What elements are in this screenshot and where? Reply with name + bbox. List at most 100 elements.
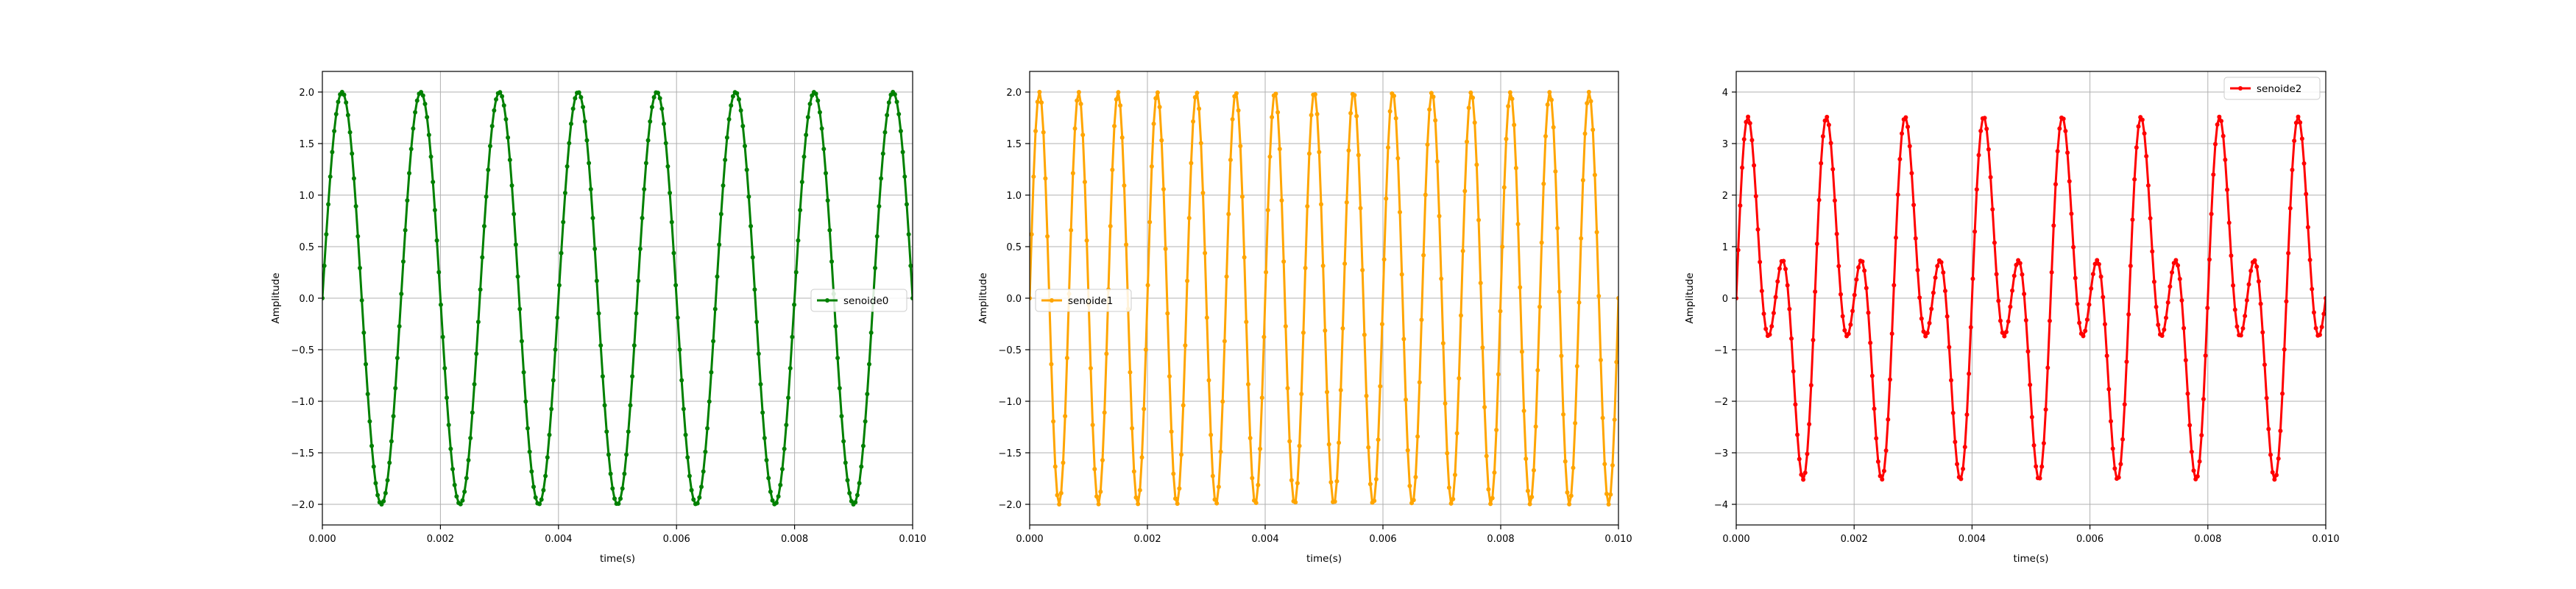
data-point xyxy=(2307,258,2313,263)
data-point xyxy=(2004,329,2009,334)
data-point xyxy=(776,494,781,499)
data-point xyxy=(677,347,682,352)
data-point xyxy=(2165,300,2170,305)
data-point xyxy=(886,100,891,105)
data-point xyxy=(2022,292,2027,297)
data-point xyxy=(1555,225,1560,230)
data-point xyxy=(1573,420,1578,426)
data-point xyxy=(1317,149,1322,155)
data-point xyxy=(786,395,791,401)
data-point xyxy=(2084,317,2090,322)
data-point xyxy=(1814,241,1819,247)
data-point xyxy=(1533,424,1538,429)
data-point xyxy=(1376,437,1381,442)
data-point xyxy=(1423,192,1428,197)
data-point xyxy=(1279,198,1284,203)
data-point xyxy=(866,361,871,367)
data-point xyxy=(1506,104,1511,109)
data-point xyxy=(1191,119,1196,124)
data-point xyxy=(1163,246,1168,251)
data-point xyxy=(322,296,325,300)
data-point xyxy=(1405,448,1410,453)
data-point xyxy=(470,410,475,415)
data-point xyxy=(1157,105,1162,110)
data-point xyxy=(425,115,430,120)
data-point xyxy=(1387,109,1393,114)
data-point xyxy=(567,141,572,146)
data-point xyxy=(1958,476,1964,482)
data-point xyxy=(1880,477,1885,482)
data-point xyxy=(2087,302,2092,307)
data-point xyxy=(715,274,720,279)
data-point xyxy=(1736,247,1741,253)
data-point xyxy=(1142,406,1147,412)
data-point xyxy=(649,105,654,110)
data-point xyxy=(892,92,897,97)
data-point xyxy=(2073,275,2078,281)
data-point xyxy=(1153,96,1158,101)
data-point xyxy=(2311,310,2316,315)
data-point xyxy=(357,265,362,270)
data-point xyxy=(2144,154,2149,159)
data-point xyxy=(1425,142,1430,147)
data-point xyxy=(1094,494,1099,499)
data-point xyxy=(1903,115,1908,120)
data-point xyxy=(724,135,729,140)
data-point xyxy=(1906,124,1911,130)
data-point xyxy=(1172,496,1178,501)
data-point xyxy=(570,106,576,111)
data-point xyxy=(2212,141,2218,147)
x-tick-label: 0.010 xyxy=(899,534,926,545)
data-point xyxy=(1791,369,1796,374)
data-point xyxy=(2185,391,2190,396)
data-point xyxy=(588,187,593,192)
data-point xyxy=(606,452,611,457)
data-point xyxy=(501,103,506,108)
data-point xyxy=(768,489,773,494)
data-point xyxy=(345,113,350,118)
data-point xyxy=(2025,349,2031,354)
data-point xyxy=(1864,286,1869,291)
data-point xyxy=(1875,459,1880,465)
data-point xyxy=(2183,358,2188,363)
data-point xyxy=(1976,152,1981,158)
data-point xyxy=(2109,419,2113,424)
data-point xyxy=(1116,90,1121,95)
data-point xyxy=(1457,375,1462,381)
data-point xyxy=(1933,275,1938,281)
data-point xyxy=(353,204,358,209)
data-point xyxy=(630,374,635,379)
data-point xyxy=(2215,122,2220,127)
data-point xyxy=(1226,211,1231,216)
data-point xyxy=(555,315,560,320)
data-point xyxy=(1547,90,1552,95)
data-point xyxy=(1563,459,1568,464)
data-point xyxy=(2051,223,2056,228)
y-tick-label: 0.0 xyxy=(1006,294,1022,305)
data-point xyxy=(1289,478,1294,483)
data-point xyxy=(460,498,465,503)
data-point xyxy=(1301,330,1306,335)
data-point xyxy=(792,302,797,307)
data-point xyxy=(1501,185,1507,190)
y-axis-label: Amplitude xyxy=(1684,272,1696,323)
data-point xyxy=(1348,110,1354,116)
data-point xyxy=(344,100,349,105)
data-point xyxy=(565,164,570,169)
data-point xyxy=(770,498,775,503)
data-point xyxy=(1437,214,1442,219)
data-point xyxy=(1220,399,1225,404)
data-point xyxy=(675,315,680,320)
data-point xyxy=(333,112,339,117)
data-point xyxy=(2128,264,2133,269)
data-point xyxy=(1136,501,1141,507)
data-point xyxy=(1297,443,1302,448)
data-point xyxy=(2240,326,2246,331)
data-point xyxy=(1149,164,1154,169)
data-point xyxy=(1915,267,1920,272)
data-point xyxy=(1974,187,1979,192)
data-point xyxy=(854,493,860,498)
data-point xyxy=(1986,147,1991,152)
data-point xyxy=(2122,402,2127,407)
data-point xyxy=(723,158,728,163)
